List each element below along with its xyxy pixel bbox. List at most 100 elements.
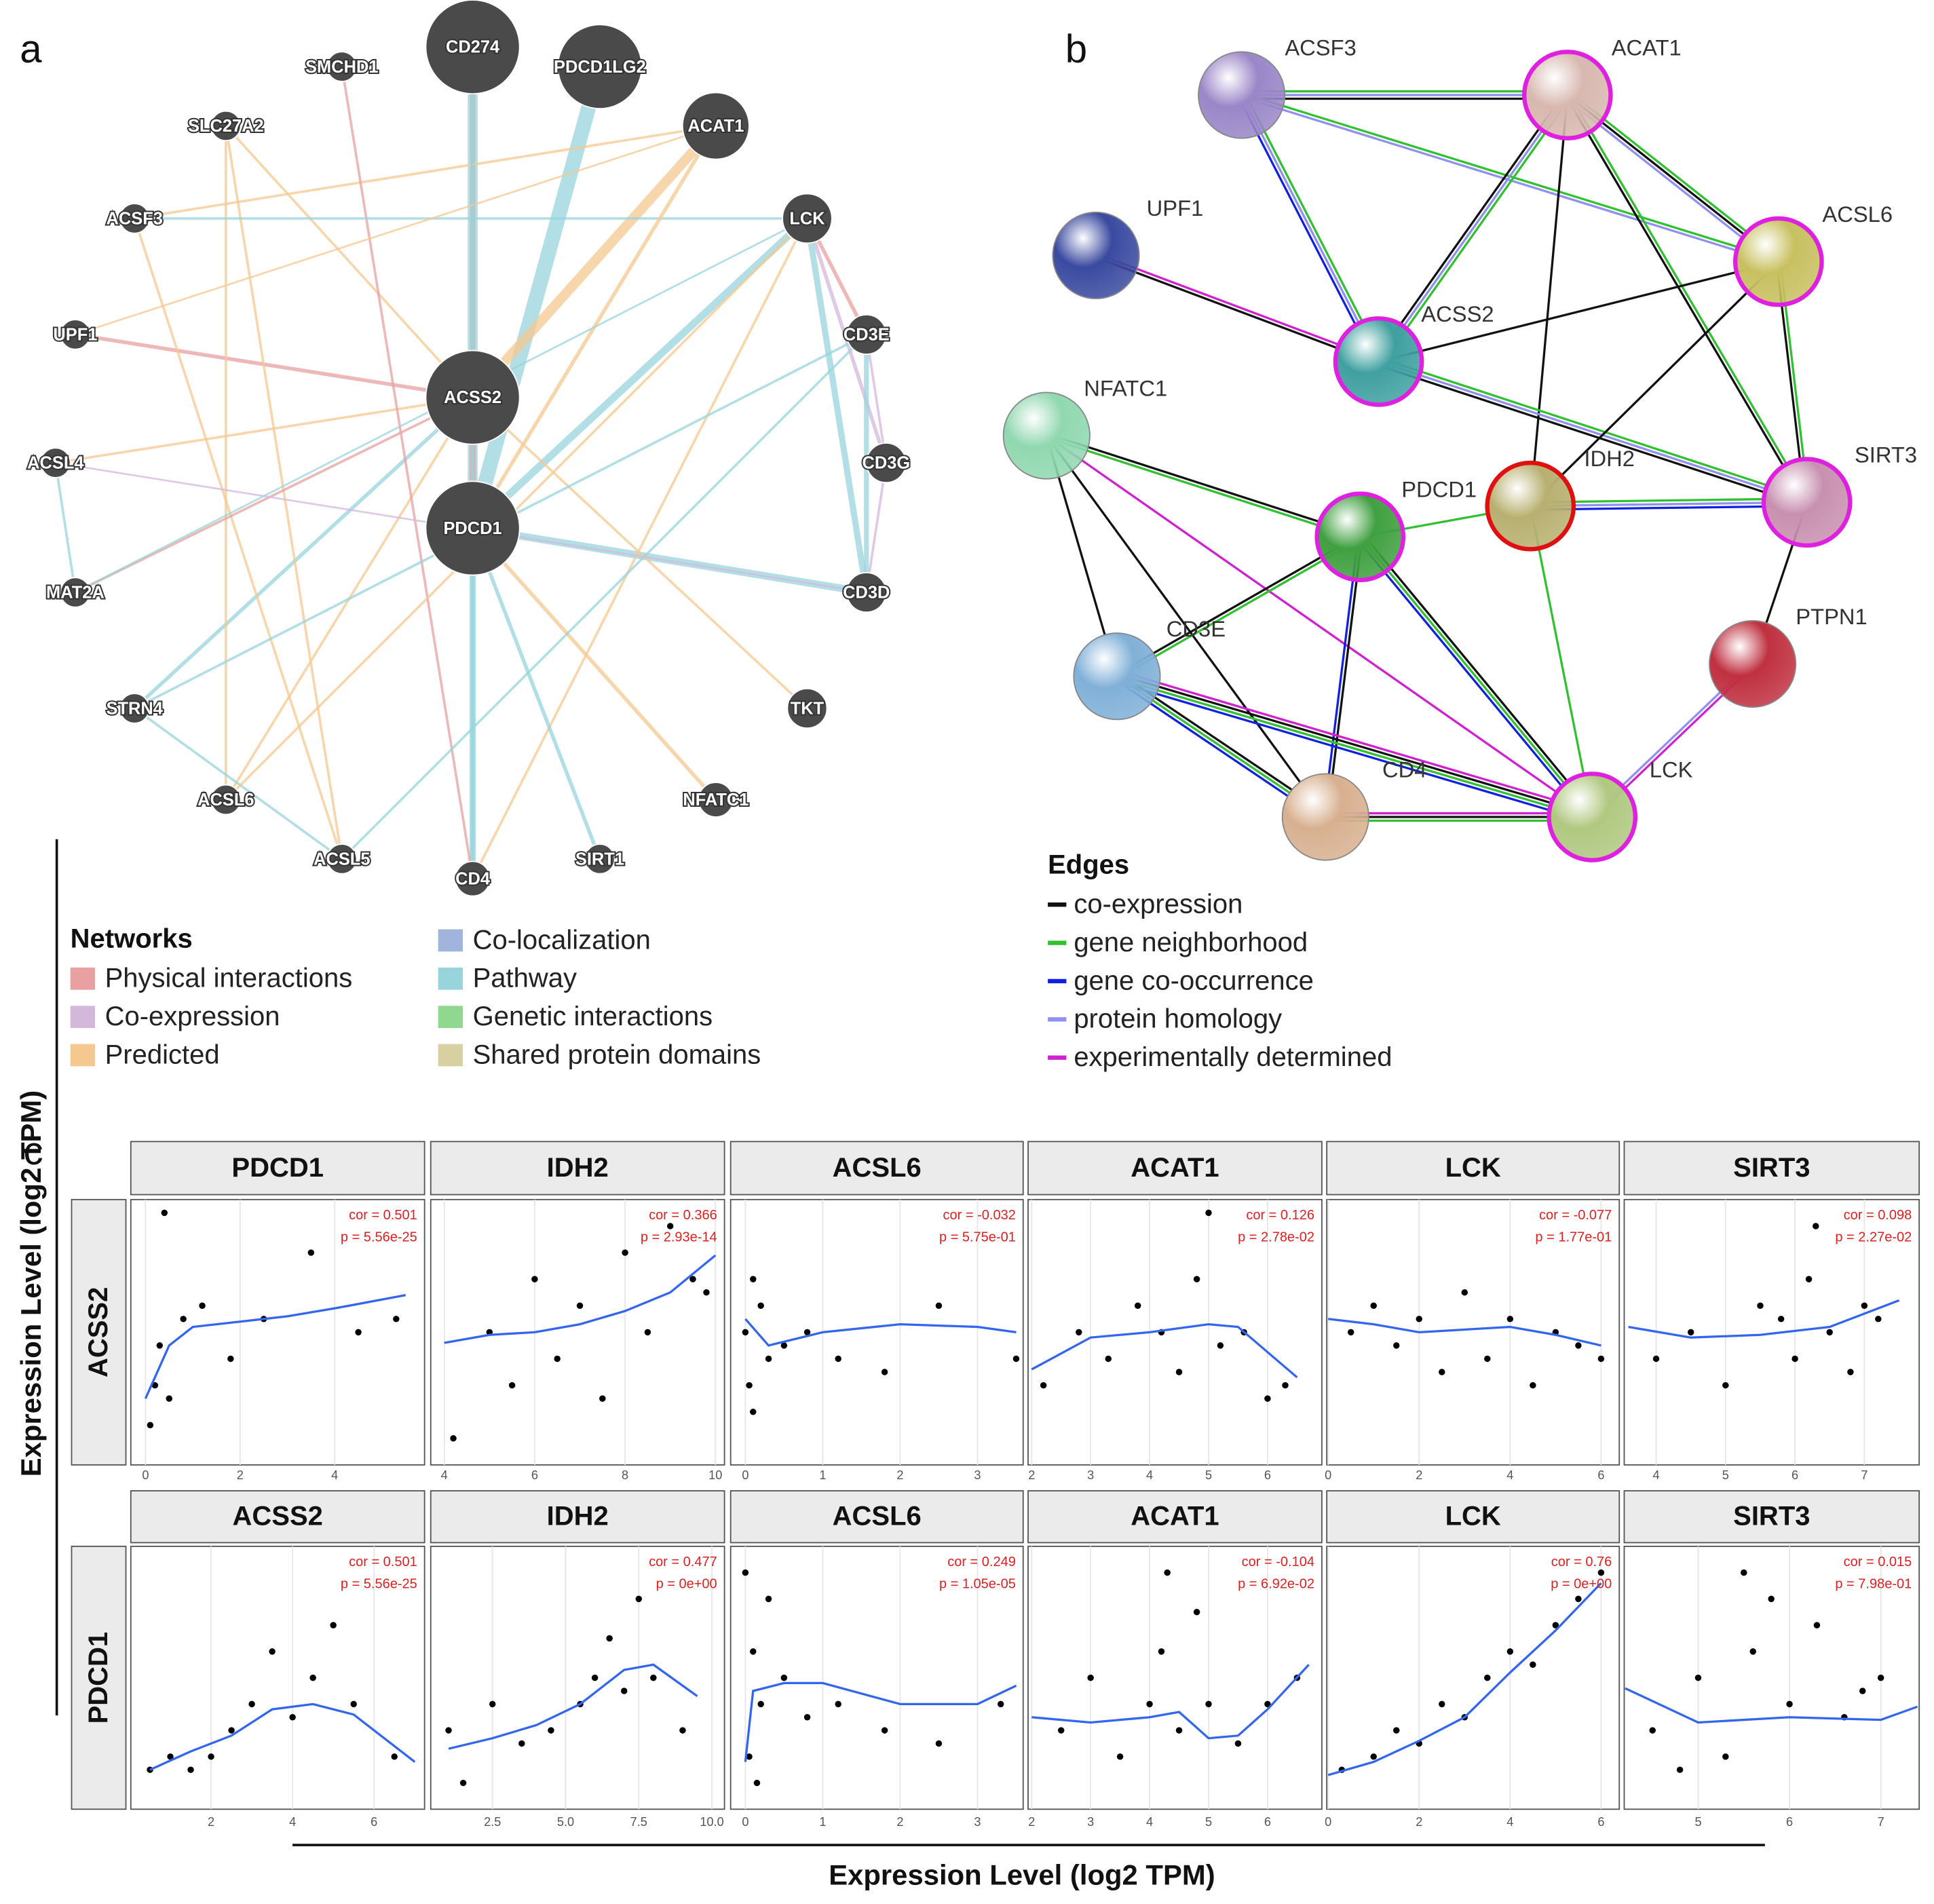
facet-title: ACSL6 — [833, 1153, 922, 1183]
scatter-point — [1506, 1648, 1514, 1655]
legend-swatch — [438, 929, 463, 952]
scatter-point — [1416, 1316, 1422, 1322]
node-label: PTPN1 — [1796, 604, 1867, 629]
scatter-point — [1749, 1648, 1756, 1655]
scatter-point — [248, 1700, 255, 1708]
node-label: ACSL6 — [197, 791, 254, 810]
facet-strip — [130, 1141, 425, 1196]
x-tick-label: 5.0 — [557, 1815, 574, 1829]
scatter-point — [161, 1209, 168, 1217]
facet-title: ACAT1 — [1131, 1153, 1219, 1183]
node-label: ACSS2 — [444, 388, 501, 407]
network-edge — [134, 707, 343, 860]
x-tick-label: 6 — [1786, 1815, 1793, 1829]
x-tick-label: 2 — [208, 1815, 214, 1829]
plot-area — [1623, 1546, 1920, 1810]
scatter-point — [393, 1316, 400, 1322]
facet-title: IDH2 — [547, 1502, 609, 1531]
scatter-point — [548, 1727, 554, 1734]
x-tick-label: 2 — [896, 1815, 903, 1829]
scatter-point — [147, 1422, 154, 1428]
scatter-point — [1164, 1569, 1171, 1576]
scatter-point — [1264, 1395, 1271, 1402]
network-edge — [865, 334, 888, 463]
facet-strip — [1326, 1141, 1620, 1196]
legend-label: experimentally determined — [1074, 1042, 1392, 1072]
scatter-point — [1757, 1302, 1764, 1309]
x-tick-label: 0 — [1325, 1815, 1331, 1829]
fit-line — [1628, 1299, 1900, 1339]
row-strip-label: PDCD1 — [83, 1632, 113, 1724]
protein-node — [1198, 51, 1286, 139]
network-node — [782, 193, 833, 244]
scatter-point — [666, 1223, 674, 1230]
scatter-point — [1694, 1674, 1702, 1681]
fit-line — [1031, 1664, 1310, 1740]
x-tick-label: 0 — [142, 1468, 149, 1482]
network-node — [425, 349, 520, 445]
scatter-point — [1861, 1302, 1868, 1309]
protein-node — [1709, 620, 1797, 708]
scatter-point — [1205, 1700, 1212, 1708]
scatter-point — [1264, 1700, 1271, 1708]
scatter-point — [1370, 1753, 1377, 1760]
fit-line — [1625, 1687, 1918, 1724]
scatter-point — [835, 1700, 841, 1708]
x-tick-label: 4 — [1506, 1815, 1513, 1829]
fit-line — [444, 1254, 717, 1344]
network-node — [846, 572, 887, 613]
facet-title: ACSS2 — [233, 1502, 323, 1531]
protein-node — [1073, 632, 1161, 721]
scatter-point — [1777, 1316, 1785, 1322]
stat-annotation: cor = -0.104 — [1242, 1555, 1314, 1569]
node-label: UPF1 — [53, 325, 97, 344]
facet-title: ACAT1 — [1131, 1502, 1219, 1531]
plot-area — [729, 1546, 1024, 1810]
network-edge — [54, 462, 77, 593]
network-edge — [1359, 536, 1593, 818]
network-node — [326, 843, 358, 875]
scatter-point — [635, 1595, 643, 1603]
scatter-point — [1813, 1622, 1821, 1629]
legend-swatch — [70, 967, 96, 990]
network-edge — [341, 333, 868, 860]
network-edge — [1530, 505, 1807, 511]
scatter-point — [330, 1622, 337, 1629]
scatter-point — [445, 1727, 452, 1734]
scatter-point — [757, 1700, 764, 1708]
x-tick-label: 0 — [742, 1468, 748, 1482]
scatter-point — [228, 1727, 235, 1734]
scatter-point — [1205, 1209, 1212, 1217]
scatter-point — [1877, 1674, 1884, 1681]
network-edge — [1045, 435, 1327, 818]
network-edge — [1117, 673, 1593, 816]
row-strip-label: ACSS2 — [83, 1287, 113, 1377]
protein-node — [1521, 50, 1613, 140]
node-label: UPF1 — [1147, 195, 1204, 221]
x-tick-label: 0 — [742, 1815, 748, 1829]
network-edge — [1378, 94, 1569, 362]
node-label: LCK — [1650, 757, 1693, 782]
network-node — [119, 203, 150, 234]
stat-annotation: p = 7.98e-01 — [1835, 1577, 1912, 1592]
scatter-point — [742, 1569, 749, 1576]
scatter-point — [1012, 1355, 1020, 1363]
x-tick-label: 5 — [1722, 1468, 1729, 1482]
x-tick-label: 4 — [1652, 1468, 1659, 1482]
facet-strip — [1623, 1141, 1920, 1196]
x-tick-label: 0 — [1325, 1468, 1331, 1482]
scatter-point — [1057, 1727, 1065, 1734]
scatter-point — [746, 1753, 753, 1760]
scatter-point — [227, 1355, 234, 1363]
network-edge — [1118, 670, 1594, 813]
network-node — [786, 687, 828, 729]
node-label: CD3E — [1167, 616, 1226, 641]
stat-annotation: cor = -0.077 — [1539, 1208, 1612, 1223]
network-edge — [1244, 92, 1383, 361]
scatter-point — [1217, 1342, 1224, 1349]
x-tick-label: 4 — [1146, 1468, 1153, 1482]
row-strip — [71, 1198, 127, 1466]
legend-label: Co-localization — [473, 925, 651, 955]
scatter-point — [576, 1302, 584, 1309]
x-tick-label: 2 — [237, 1468, 244, 1482]
